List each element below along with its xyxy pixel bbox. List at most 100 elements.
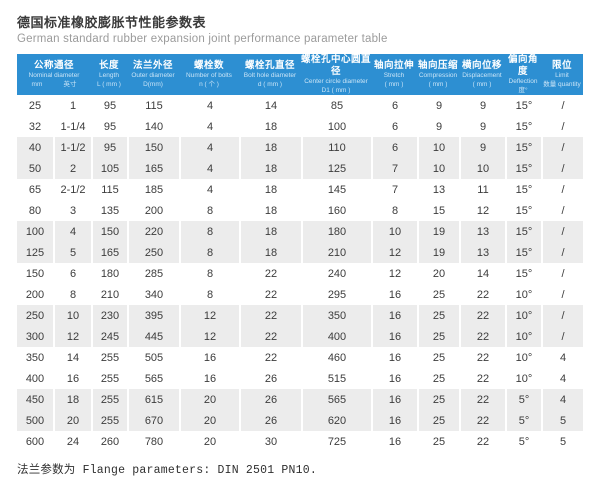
- table-body: 25 1 95 115 4 14 85 6 9 9 15°/32 1-1/4 95 140 4 18 100 6 9…: [17, 95, 583, 452]
- table-cell: 15°: [505, 200, 541, 221]
- table-cell: 15°: [505, 137, 541, 158]
- table-cell: /: [541, 137, 583, 158]
- table-cell: 15: [417, 200, 459, 221]
- table-cell: /: [541, 200, 583, 221]
- header-cn-label: 长度: [98, 60, 119, 71]
- table-cell: 8: [53, 284, 91, 305]
- table-cell: 6: [371, 116, 417, 137]
- table-cell: /: [541, 305, 583, 326]
- table-cell: 95: [91, 95, 127, 116]
- table-cell: 22: [459, 389, 505, 410]
- header-en-label: Nominal diameter: [28, 72, 80, 79]
- table-cell: 11: [459, 179, 505, 200]
- header-cell: 限位 Limit 数量 quantity: [541, 54, 583, 95]
- header-cell: 轴向拉伸 Stretch ( mm ): [371, 54, 417, 95]
- table-cell: 8: [179, 263, 239, 284]
- header-cell: 螺栓孔直径 Bolt hole diameter d ( mm ): [239, 54, 301, 95]
- header-en-label: Bolt hole diameter: [243, 72, 297, 79]
- table-cell: /: [541, 158, 583, 179]
- table-cell: 26: [239, 368, 301, 389]
- table-cell: 25: [28, 99, 42, 112]
- table-cell: 460: [301, 347, 371, 368]
- table-cell: 25: [417, 431, 459, 452]
- header-en-label: Number of bolts: [186, 72, 232, 79]
- table-cell: 18: [53, 389, 91, 410]
- table-row: 200 8 210 340 8 22 295 16 25 22 10° /: [17, 284, 583, 305]
- table-cell: 18: [239, 137, 301, 158]
- table-cell: 10°: [505, 347, 541, 368]
- table-row: 100 4 150 220 8 18 180 10 19 13 15° /: [17, 221, 583, 242]
- table-cell: 9: [459, 116, 505, 137]
- table-cell: 20: [417, 263, 459, 284]
- table-cell: 14: [459, 263, 505, 284]
- table-cell: 6: [53, 263, 91, 284]
- table-cell: 50: [17, 158, 53, 179]
- table-cell: 285: [127, 263, 179, 284]
- table-cell: /: [541, 179, 583, 200]
- table-row: 50 2 105 165 4 18 125 7 10 10 15° /: [17, 158, 583, 179]
- table-cell: 15°: [505, 95, 541, 116]
- table-cell: 505: [127, 347, 179, 368]
- header-unit-label: n ( 个 ): [199, 81, 219, 88]
- table-cell: 30: [239, 431, 301, 452]
- table-cell: 4: [541, 389, 583, 410]
- table-cell: 25: [417, 305, 459, 326]
- table-cell: 150: [25, 267, 45, 280]
- table-cell: 18: [239, 179, 301, 200]
- table-cell: 145: [301, 179, 371, 200]
- table-cell: 105: [91, 158, 127, 179]
- header-en-label: Displacement: [462, 72, 502, 79]
- table-cell: 95: [91, 116, 127, 137]
- table-row: 450 18 255 615 20 26 565 16 25 22 5° 4: [17, 389, 583, 410]
- table-cell: 255: [91, 347, 127, 368]
- table-cell: 16: [371, 410, 417, 431]
- table-cell: 10: [53, 305, 91, 326]
- table-cell: 22: [239, 305, 301, 326]
- header-unit-label: D(mm): [143, 81, 163, 88]
- table-cell: 12: [371, 263, 417, 284]
- table-cell: 85: [301, 95, 371, 116]
- header-cn-label: 螺栓孔中心圆直径: [301, 54, 372, 77]
- table-cell: 25: [417, 326, 459, 347]
- table-row: 40 1-1/2 95 150 4 18 110 6 10 9 15° /: [17, 137, 583, 158]
- table-cell: /: [541, 242, 583, 263]
- table-cell: 12: [179, 305, 239, 326]
- table-cell: 220: [127, 221, 179, 242]
- table-cell: 255: [91, 368, 127, 389]
- table-cell: 7: [371, 158, 417, 179]
- table-cell: 15°: [505, 179, 541, 200]
- header-cn-label: 公称通径: [33, 60, 74, 71]
- table-cell: 4: [179, 116, 239, 137]
- table-cell: 25: [417, 368, 459, 389]
- header-en-label: Outer diameter: [131, 72, 175, 79]
- table-cell: 20: [179, 389, 239, 410]
- table-cell: 500: [17, 410, 53, 431]
- table-cell: 10°: [505, 284, 541, 305]
- table-cell: 8: [179, 284, 239, 305]
- table-cell: 3: [53, 200, 91, 221]
- table-cell: /: [541, 95, 583, 116]
- table-cell: 4: [179, 179, 239, 200]
- header-cn-label: 偏向角度: [507, 54, 538, 77]
- header-cn-label: 横向位移: [461, 60, 502, 71]
- header-cell: 螺栓孔中心圆直径 Center circle diameter D1 ( mm ): [301, 54, 371, 95]
- table-row: 65 2-1/2 115 185 4 18 145 7 13 11 15° /: [17, 179, 583, 200]
- table-cell: 18: [239, 221, 301, 242]
- page-title: 德国标准橡胶膨胀节性能参数表: [17, 15, 207, 30]
- footer-note: 法兰参数为 Flange parameters: DIN 2501 PN10.: [17, 464, 317, 477]
- table-cell: 350: [25, 351, 45, 364]
- table-cell: 6: [371, 95, 417, 116]
- header-row: 公称通径 Nominal diameter mm 英寸 长度 Length L ( …: [17, 54, 583, 95]
- table-cell: 22: [459, 305, 505, 326]
- table-cell: 210: [91, 284, 127, 305]
- table-cell: 18: [239, 116, 301, 137]
- table-cell: 250: [17, 305, 53, 326]
- table-cell: 8: [179, 242, 239, 263]
- table-cell: 32: [28, 120, 42, 133]
- table-cell: 16: [371, 431, 417, 452]
- table-row: 400 16 255 565 16 26 515 16 25 22 10° 4: [17, 368, 583, 389]
- table-cell: 150: [127, 137, 179, 158]
- table-cell: 22: [239, 263, 301, 284]
- table-cell: 565: [127, 368, 179, 389]
- header-cn-label: 螺栓孔直径: [244, 60, 295, 71]
